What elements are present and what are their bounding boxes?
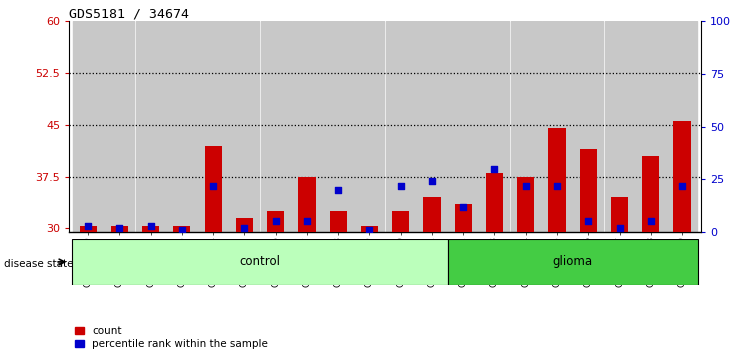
Point xyxy=(488,166,500,172)
Bar xyxy=(329,211,347,232)
Point xyxy=(114,225,126,230)
Point xyxy=(458,204,469,210)
Bar xyxy=(542,21,572,232)
Point xyxy=(239,225,250,230)
Point xyxy=(332,187,344,193)
Bar xyxy=(136,21,166,232)
Point xyxy=(583,218,594,224)
Bar xyxy=(361,226,378,232)
Bar xyxy=(72,239,447,285)
Bar xyxy=(548,128,566,232)
Bar xyxy=(204,145,222,232)
Bar xyxy=(142,225,159,232)
Bar xyxy=(486,173,503,232)
Bar xyxy=(198,21,228,232)
Bar xyxy=(267,211,284,232)
Bar xyxy=(667,21,697,232)
Point xyxy=(364,227,375,233)
Bar xyxy=(392,211,410,232)
Bar xyxy=(636,21,666,232)
Bar xyxy=(299,177,315,232)
Bar xyxy=(480,21,510,232)
Bar xyxy=(580,149,597,232)
Bar xyxy=(323,21,353,232)
Bar xyxy=(642,156,659,232)
Bar xyxy=(423,197,441,232)
Bar xyxy=(417,21,447,232)
Bar xyxy=(73,21,103,232)
Point xyxy=(551,183,563,188)
Point xyxy=(176,227,188,233)
Point xyxy=(301,218,312,224)
Bar xyxy=(573,21,603,232)
Bar xyxy=(104,21,134,232)
Bar xyxy=(355,21,385,232)
Point xyxy=(645,218,656,224)
Point xyxy=(676,183,688,188)
Bar xyxy=(511,21,541,232)
Legend: count, percentile rank within the sample: count, percentile rank within the sample xyxy=(74,326,268,349)
Text: glioma: glioma xyxy=(553,256,593,268)
Point xyxy=(520,183,531,188)
Bar xyxy=(385,21,415,232)
Point xyxy=(614,225,626,230)
Point xyxy=(395,183,407,188)
Bar xyxy=(229,21,259,232)
Text: control: control xyxy=(239,256,280,268)
Bar xyxy=(674,121,691,232)
Bar xyxy=(80,225,96,232)
Bar xyxy=(173,226,191,232)
Bar xyxy=(455,204,472,232)
Point xyxy=(426,178,438,184)
Bar xyxy=(111,226,128,232)
Bar xyxy=(236,218,253,232)
Bar xyxy=(448,21,478,232)
Point xyxy=(82,223,94,228)
Bar xyxy=(517,177,534,232)
Bar xyxy=(611,197,628,232)
Point xyxy=(270,218,282,224)
Bar xyxy=(167,21,197,232)
Point xyxy=(145,223,156,228)
Bar xyxy=(261,21,291,232)
Text: disease state: disease state xyxy=(4,259,73,269)
Bar xyxy=(292,21,322,232)
Bar xyxy=(604,21,634,232)
Point xyxy=(207,183,219,188)
Bar xyxy=(447,239,698,285)
Text: GDS5181 / 34674: GDS5181 / 34674 xyxy=(69,7,189,20)
